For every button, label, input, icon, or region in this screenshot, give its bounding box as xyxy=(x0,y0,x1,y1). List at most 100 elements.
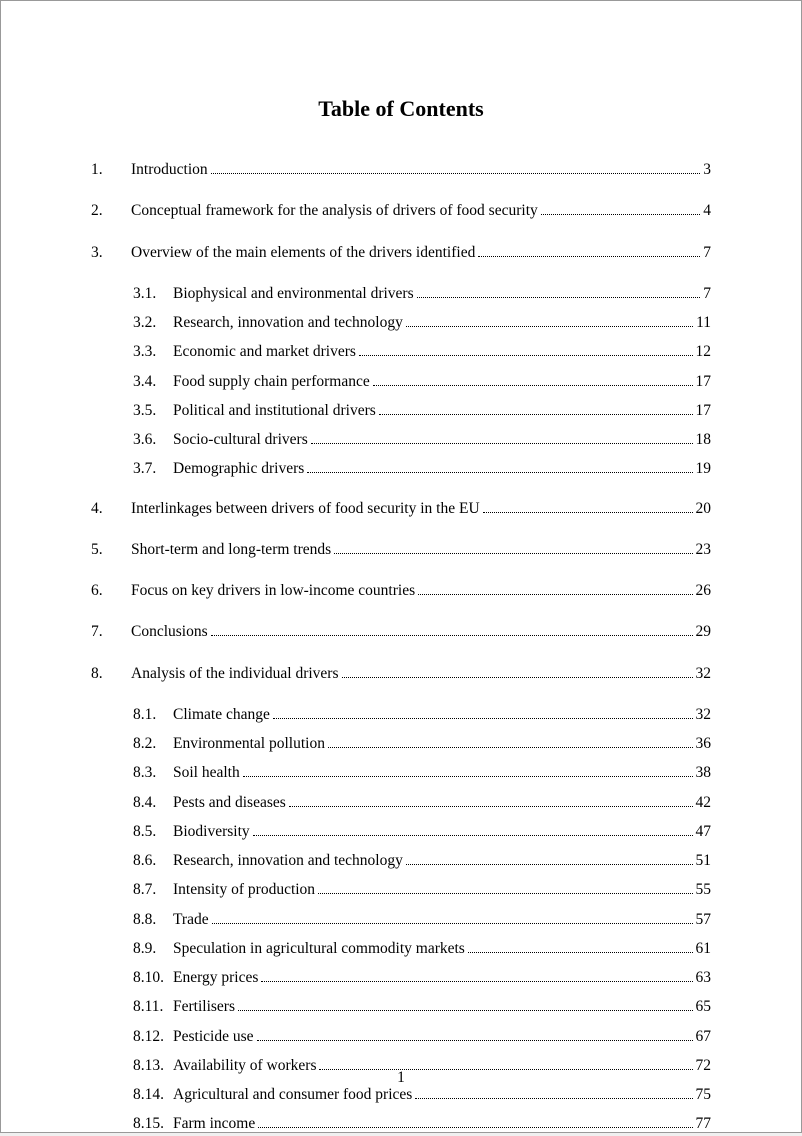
toc-leader-dots xyxy=(483,512,693,513)
toc-entry-number: 8.11. xyxy=(133,995,173,1018)
toc-entry: 8.12.Pesticide use67 xyxy=(91,1025,711,1048)
toc-entry-number: 2. xyxy=(91,199,131,222)
toc-entry-number: 3.6. xyxy=(133,428,173,451)
toc-entry-text: Biophysical and environmental drivers xyxy=(173,282,414,305)
toc-entry-text: Energy prices xyxy=(173,966,258,989)
toc-entry-number: 8.7. xyxy=(133,878,173,901)
toc-entry-page: 63 xyxy=(696,966,712,989)
toc-leader-dots xyxy=(212,923,693,924)
toc-entry-page: 26 xyxy=(696,579,712,602)
toc-entry-page: 32 xyxy=(696,703,712,726)
toc-entry-page: 61 xyxy=(696,937,712,960)
toc-leader-dots xyxy=(211,635,693,636)
toc-entry-text: Political and institutional drivers xyxy=(173,399,376,422)
toc-entry: 8.3.Soil health 38 xyxy=(91,761,711,784)
toc-entry-number: 3.7. xyxy=(133,457,173,480)
toc-entry-text: Demographic drivers xyxy=(173,457,304,480)
toc-entry: 8.9.Speculation in agricultural commodit… xyxy=(91,937,711,960)
toc-entry-number: 3.4. xyxy=(133,370,173,393)
toc-entry-text: Research, innovation and technology xyxy=(173,311,403,334)
toc-leader-dots xyxy=(373,385,693,386)
toc-leader-dots xyxy=(478,256,700,257)
toc-entry: 6.Focus on key drivers in low-income cou… xyxy=(91,579,711,602)
toc-leader-dots xyxy=(261,981,692,982)
toc-leader-dots xyxy=(311,443,693,444)
toc-list: 1.Introduction3 2.Conceptual framework fo… xyxy=(91,158,711,1136)
toc-entry: 8.10.Energy prices63 xyxy=(91,966,711,989)
toc-entry-text: Speculation in agricultural commodity ma… xyxy=(173,937,465,960)
toc-entry-number: 5. xyxy=(91,538,131,561)
toc-entry: 3.3.Economic and market drivers12 xyxy=(91,340,711,363)
toc-entry-number: 8.4. xyxy=(133,791,173,814)
toc-entry-number: 3.2. xyxy=(133,311,173,334)
toc-leader-dots xyxy=(328,747,693,748)
toc-entry: 1.Introduction3 xyxy=(91,158,711,181)
toc-entry-number: 8.12. xyxy=(133,1025,173,1048)
toc-entry-page: 38 xyxy=(696,761,712,784)
toc-entry-page: 51 xyxy=(696,849,712,872)
toc-title: Table of Contents xyxy=(91,96,711,122)
toc-entry-text: Environmental pollution xyxy=(173,732,325,755)
toc-entry-number: 8.3. xyxy=(133,761,173,784)
toc-entry: 3.6.Socio-cultural drivers 18 xyxy=(91,428,711,451)
toc-entry-number: 8.6. xyxy=(133,849,173,872)
toc-entry-text: Soil health xyxy=(173,761,240,784)
toc-entry-text: Research, innovation and technology xyxy=(173,849,403,872)
toc-entry: 3.4.Food supply chain performance 17 xyxy=(91,370,711,393)
toc-entry-number: 3. xyxy=(91,241,131,264)
toc-entry-page: 4 xyxy=(703,199,711,222)
toc-entry-text: Farm income xyxy=(173,1112,255,1135)
toc-entry-number: 4. xyxy=(91,497,131,520)
toc-entry-number: 8.15. xyxy=(133,1112,173,1135)
toc-leader-dots xyxy=(289,806,693,807)
toc-entry-number: 7. xyxy=(91,620,131,643)
toc-entry: 3.2.Research, innovation and technology 1… xyxy=(91,311,711,334)
toc-entry-page: 65 xyxy=(696,995,712,1018)
toc-entry: 8.Analysis of the individual drivers32 xyxy=(91,662,711,685)
toc-entry-number: 1. xyxy=(91,158,131,181)
toc-entry-page: 7 xyxy=(703,282,711,305)
page-number: 1 xyxy=(1,1069,801,1087)
toc-entry: 8.15.Farm income 77 xyxy=(91,1112,711,1135)
toc-leader-dots xyxy=(342,677,693,678)
toc-leader-dots xyxy=(243,776,693,777)
toc-entry-text: Trade xyxy=(173,908,209,931)
toc-entry-page: 57 xyxy=(696,908,712,931)
toc-entry-page: 77 xyxy=(696,1112,712,1135)
toc-entry-number: 3.5. xyxy=(133,399,173,422)
toc-entry-number: 8.8. xyxy=(133,908,173,931)
toc-entry-text: Analysis of the individual drivers xyxy=(131,662,339,685)
toc-entry-page: 36 xyxy=(696,732,712,755)
toc-leader-dots xyxy=(334,553,692,554)
toc-entry: 8.1.Climate change32 xyxy=(91,703,711,726)
toc-entry: 8.11.Fertilisers 65 xyxy=(91,995,711,1018)
toc-entry-page: 11 xyxy=(696,311,711,334)
toc-leader-dots xyxy=(415,1098,692,1099)
toc-entry-text: Food supply chain performance xyxy=(173,370,370,393)
toc-entry-page: 17 xyxy=(696,399,712,422)
toc-entry-page: 20 xyxy=(696,497,712,520)
toc-entry-page: 17 xyxy=(696,370,712,393)
toc-leader-dots xyxy=(253,835,693,836)
toc-leader-dots xyxy=(379,414,693,415)
toc-entry-number: 3.3. xyxy=(133,340,173,363)
toc-entry: 3.5.Political and institutional drivers 1… xyxy=(91,399,711,422)
toc-leader-dots xyxy=(258,1127,692,1128)
toc-entry-page: 12 xyxy=(696,340,712,363)
toc-entry: 4.Interlinkages between drivers of food … xyxy=(91,497,711,520)
toc-entry-text: Socio-cultural drivers xyxy=(173,428,308,451)
toc-entry: 8.8.Trade 57 xyxy=(91,908,711,931)
toc-entry-text: Pesticide use xyxy=(173,1025,254,1048)
toc-leader-dots xyxy=(318,893,692,894)
toc-entry-text: Conclusions xyxy=(131,620,208,643)
toc-entry-text: Focus on key drivers in low-income count… xyxy=(131,579,415,602)
toc-entry-text: Fertilisers xyxy=(173,995,235,1018)
toc-entry: 8.7.Intensity of production55 xyxy=(91,878,711,901)
toc-leader-dots xyxy=(468,952,693,953)
toc-entry-page: 18 xyxy=(696,428,712,451)
toc-leader-dots xyxy=(417,297,701,298)
toc-entry: 7.Conclusions29 xyxy=(91,620,711,643)
toc-leader-dots xyxy=(307,472,692,473)
toc-entry: 2.Conceptual framework for the analysis … xyxy=(91,199,711,222)
toc-entry: 5.Short-term and long-term trends23 xyxy=(91,538,711,561)
